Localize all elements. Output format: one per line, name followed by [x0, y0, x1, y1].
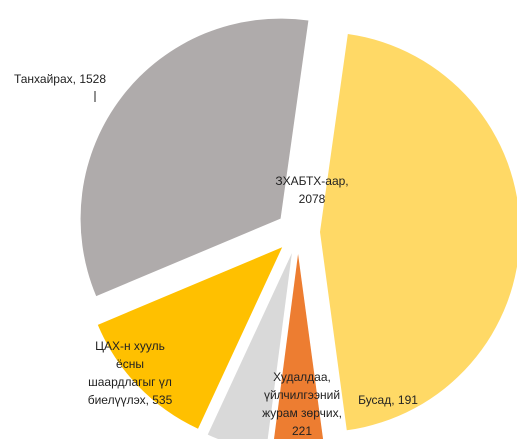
label-line: ЗХАБТХ-аар, [275, 174, 348, 188]
label-line: ёсны [116, 357, 144, 371]
label-line: үйлчилгээний [264, 388, 340, 402]
pie-slice [207, 253, 292, 439]
label-line: 2078 [299, 192, 326, 206]
label-line: 221 [292, 424, 312, 438]
pie-slice [320, 34, 517, 431]
data-label: Худалдаа, үйлчилгээний журам зөрчих, 221 [262, 370, 342, 438]
label-line: биелүүлэх, 535 [88, 393, 173, 407]
data-label: ЗХАБТХ-аар, 2078 [275, 174, 348, 206]
pie-slice [80, 18, 309, 297]
pie-slice [274, 254, 324, 439]
label-line: ЦАХ-н хууль [95, 339, 165, 353]
label-line: Бусад, 191 [358, 393, 418, 407]
data-label: Бусад, 191 [358, 393, 418, 407]
data-label: Танхайрах, 1528 [14, 72, 106, 86]
label-line: Танхайрах, 1528 [14, 72, 106, 86]
data-label: ЦАХ-н хууль ёсны шаардлагыг үл биелүүлэх, 5… [88, 339, 173, 407]
label-line: Худалдаа, [273, 370, 331, 384]
label-line: журам зөрчих, [262, 406, 342, 420]
pie-slice [97, 247, 283, 429]
label-line: шаардлагыг үл [88, 375, 172, 389]
